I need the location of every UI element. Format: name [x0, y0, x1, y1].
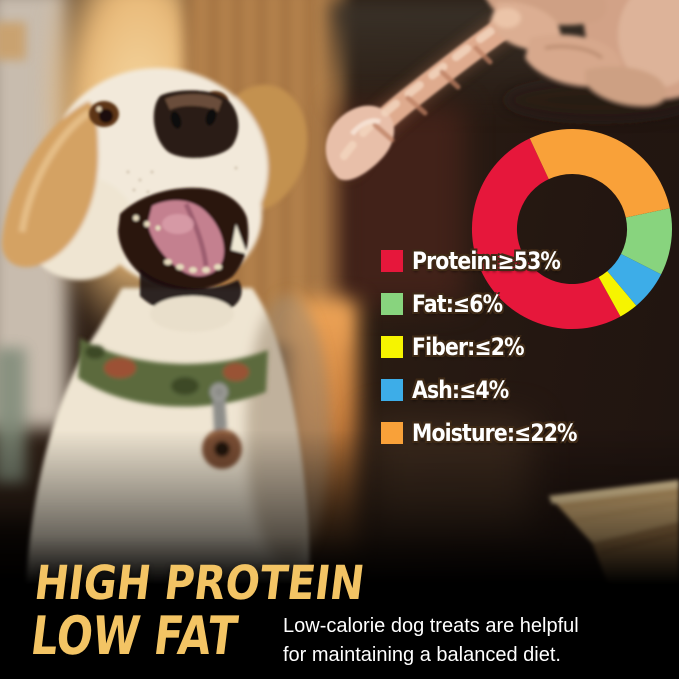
dog-teeth [133, 215, 247, 273]
hand-holding-treat [486, 0, 679, 120]
legend-label-moisture: Moisture:≤22% [412, 419, 578, 447]
legend-label-fiber: Fiber:≤2% [412, 333, 525, 361]
bottom-fade-band [0, 430, 679, 679]
legend-item-moisture: Moisture:≤22% [381, 419, 671, 447]
legend-item-protein: Protein:≥53% [381, 247, 671, 275]
legend-swatch-ash [381, 379, 403, 401]
donut-segment-protein [471, 138, 621, 330]
donut-segment-fat [621, 208, 672, 275]
whisker-dots [126, 166, 238, 194]
ring-finger [585, 66, 667, 106]
legend-label-protein: Protein:≥53% [412, 247, 561, 275]
legend-swatch-moisture [381, 422, 403, 444]
donut-segment-fiber [598, 271, 637, 317]
legend-swatch-fat [381, 293, 403, 315]
donut-segment-ash [607, 253, 662, 306]
legend-swatch-protein [381, 250, 403, 272]
legend-item-fiber: Fiber:≤2% [381, 333, 671, 361]
nutrition-legend: Protein:≥53% Fat:≤6% Fiber:≤2% Ash:≤4% Moist… [381, 247, 671, 464]
treat-twist-marks [372, 45, 493, 143]
legend-label-ash: Ash:≤4% [412, 376, 509, 404]
legend-item-fat: Fat:≤6% [381, 290, 671, 318]
legend-item-ash: Ash:≤4% [381, 376, 671, 404]
donut-chart-svg [471, 129, 672, 330]
legend-swatch-fiber [381, 336, 403, 358]
legend-label-fat: Fat:≤6% [412, 290, 503, 318]
donut-segment-moisture [529, 129, 670, 218]
